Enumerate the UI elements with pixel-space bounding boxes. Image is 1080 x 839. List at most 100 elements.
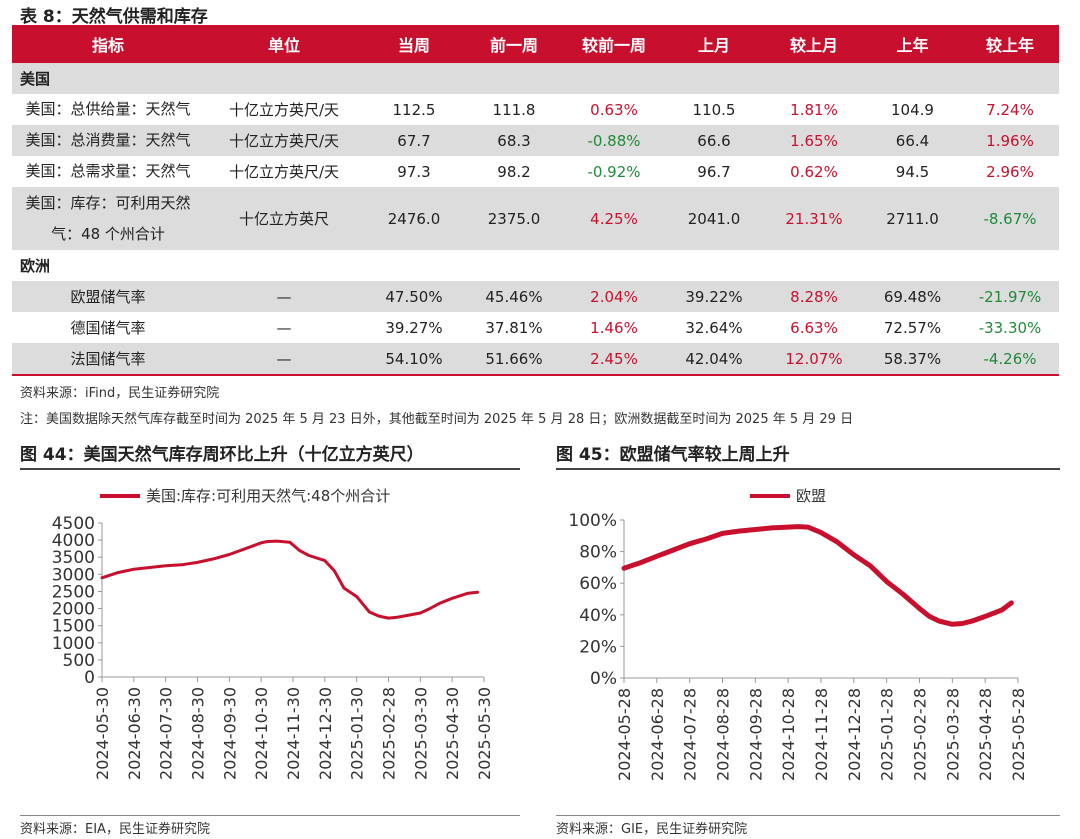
table-row: 法国储气率 — 54.10% 51.66% 2.45% 42.04% 12.07… (12, 343, 1059, 376)
row-change-month: 12.07% (764, 343, 864, 376)
table-row: 德国储气率 — 39.27% 37.81% 1.46% 32.64% 6.63%… (12, 312, 1059, 343)
table-header-row: 指标 单位 当周 前一周 较前一周 上月 较上月 上年 较上年 (12, 25, 1059, 63)
us-gas-storage-chart: 美国:库存:可利用天然气:48个州合计050010001500200025003… (52, 487, 494, 780)
x-tick-label: 2024-08-28 (714, 688, 733, 781)
header-current-week: 当周 (364, 25, 464, 63)
x-tick-label: 2024-05-30 (93, 687, 112, 780)
table-row: 美国：总供给量：天然气 十亿立方英尺/天 112.5 111.8 0.63% 1… (12, 94, 1059, 125)
gas-supply-demand-table: 指标 单位 当周 前一周 较前一周 上月 较上月 上年 较上年 美国 美国：总供… (12, 25, 1059, 376)
row-previous: 37.81% (485, 318, 543, 337)
y-tick-label: 80% (579, 543, 617, 563)
row-indicator: 美国：总需求量：天然气 (25, 162, 191, 180)
fig44-source: 资料来源：EIA，民生证券研究院 (20, 815, 520, 837)
header-indicator: 指标 (12, 25, 204, 63)
row-indicator-line2: 气：48 个州合计 (51, 224, 165, 243)
header-unit: 单位 (204, 25, 364, 63)
header-change-vs-last-month: 较上月 (764, 25, 864, 63)
legend-label: 欧盟 (796, 487, 826, 505)
section-label-us: 美国 (12, 63, 1059, 94)
row-change-month: 21.31% (764, 187, 864, 250)
row-change-year: -8.67% (961, 187, 1059, 250)
row-month: 66.6 (664, 125, 764, 156)
x-tick-label: 2025-04-30 (443, 687, 462, 780)
row-current: 97.3 (397, 162, 431, 181)
row-change-year: -21.97% (961, 281, 1059, 312)
header-change-vs-previous-week: 较前一周 (564, 25, 664, 63)
x-tick-label: 2024-09-30 (220, 687, 239, 780)
x-tick-label: 2025-02-28 (911, 688, 930, 781)
row-change-previous: 1.46% (590, 318, 638, 337)
row-unit: 十亿立方英尺 (204, 187, 364, 250)
x-tick-label: 2024-10-30 (252, 687, 271, 780)
table-source: 资料来源：iFind，民生证券研究院 (20, 386, 220, 401)
row-current: 112.5 (392, 100, 436, 119)
row-change-month: 1.65% (764, 125, 864, 156)
table-row: 美国：总需求量：天然气 十亿立方英尺/天 97.3 98.2 -0.92% 96… (12, 156, 1059, 187)
row-previous: 2375.0 (464, 187, 564, 250)
y-tick-label: 40% (579, 606, 617, 626)
x-tick-label: 2024-08-30 (189, 687, 208, 780)
row-change-month: 0.62% (790, 162, 838, 181)
x-tick-label: 2024-05-28 (615, 688, 634, 781)
row-change-previous: 2.45% (564, 343, 664, 376)
series-line (621, 524, 1014, 627)
x-tick-label: 2024-12-30 (316, 687, 335, 780)
y-tick-label: 1500 (52, 617, 95, 637)
header-last-month: 上月 (664, 25, 764, 63)
row-change-month: 6.63% (790, 318, 838, 337)
row-year: 2711.0 (864, 187, 961, 250)
row-month: 110.5 (692, 100, 736, 119)
row-previous: 68.3 (464, 125, 564, 156)
legend-label: 美国:库存:可利用天然气:48个州合计 (146, 487, 390, 505)
header-last-year: 上年 (864, 25, 961, 63)
row-indicator: 法国储气率 (12, 343, 204, 376)
y-tick-label: 3000 (52, 565, 95, 585)
row-year: 104.9 (891, 100, 934, 119)
table-note: 注：美国数据除天然气库存截至时间为 2025 年 5 月 23 日外，其他截至时… (20, 412, 854, 427)
table-row: 欧盟储气率 — 47.50% 45.46% 2.04% 39.22% 8.28%… (12, 281, 1059, 312)
row-unit: — (276, 318, 292, 337)
x-tick-label: 2024-06-30 (125, 687, 144, 780)
row-month: 32.64% (685, 318, 743, 337)
y-tick-label: 0 (84, 668, 95, 688)
header-previous-week: 前一周 (464, 25, 564, 63)
row-previous: 51.66% (464, 343, 564, 376)
y-tick-label: 2500 (52, 582, 95, 602)
x-tick-label: 2025-03-30 (411, 687, 430, 780)
row-year: 69.48% (864, 281, 961, 312)
row-change-previous: 2.04% (564, 281, 664, 312)
row-change-year: 2.96% (986, 162, 1034, 181)
x-tick-label: 2025-05-30 (475, 687, 494, 780)
table-row: 美国：库存：可利用天然 气：48 个州合计 十亿立方英尺 2476.0 2375… (12, 187, 1059, 250)
x-tick-label: 2024-11-30 (284, 687, 303, 780)
row-indicator: 美国：总供给量：天然气 (25, 100, 191, 118)
row-previous: 45.46% (464, 281, 564, 312)
series-line (100, 539, 480, 620)
section-row-eu: 欧洲 (12, 250, 1059, 281)
row-indicator-line1: 美国：库存：可利用天然 (25, 193, 191, 212)
y-tick-label: 500 (63, 651, 95, 671)
row-change-year: -4.26% (961, 343, 1059, 376)
row-change-previous: 0.63% (590, 100, 638, 119)
x-tick-label: 2024-07-30 (157, 687, 176, 780)
row-year: 94.5 (895, 162, 930, 181)
x-tick-label: 2024-07-28 (681, 688, 700, 781)
row-year: 58.37% (864, 343, 961, 376)
row-change-year: -33.30% (978, 318, 1042, 337)
x-tick-label: 2025-01-30 (348, 687, 367, 780)
section-row-us: 美国 (12, 63, 1059, 94)
row-current: 54.10% (364, 343, 464, 376)
y-tick-label: 20% (579, 637, 617, 657)
x-tick-label: 2024-09-28 (746, 688, 765, 781)
x-tick-label: 2025-05-28 (1009, 688, 1028, 781)
x-tick-label: 2024-10-28 (779, 688, 798, 781)
y-tick-label: 3500 (52, 548, 95, 568)
section-label-eu: 欧洲 (20, 257, 51, 275)
x-tick-label: 2024-12-28 (845, 688, 864, 781)
y-tick-label: 2000 (52, 600, 95, 620)
fig45-source: 资料来源：GIE，民生证券研究院 (556, 815, 1060, 837)
row-previous: 111.8 (492, 100, 536, 119)
x-tick-label: 2025-02-28 (380, 687, 399, 780)
row-current: 67.7 (364, 125, 464, 156)
x-tick-label: 2024-06-28 (648, 688, 667, 781)
